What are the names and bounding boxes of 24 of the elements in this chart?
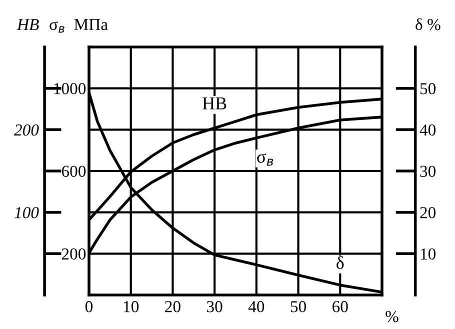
x-tick-label: 40 [248,301,264,312]
x-tick-label: 50 [290,301,306,312]
y2-tick-label: 30 [420,166,436,177]
y2-tick-label: 50 [420,83,436,94]
y3-axis-title: HB [16,19,39,30]
y-tick-label: 200 [62,248,86,260]
y2-tick-label: 10 [420,248,436,260]
x-tick-label: 20 [165,301,180,312]
x-tick-label: 30 [207,301,222,312]
x-tick-label: 10 [124,301,139,312]
y2-tick-label: 40 [420,124,436,136]
y2-axis-title: δ % [416,18,440,30]
y-tick-label: 600 [62,166,86,177]
x-tick-label: 0 [85,301,93,312]
y-tick-label: 1000 [54,83,86,94]
series-label: δ [336,256,344,270]
x-tick-label: 60 [332,301,348,312]
y3-tick-label: 200 [14,124,39,136]
x-axis-title: % [386,310,398,322]
y2-tick-label: 20 [420,207,436,218]
series-label: HB [202,97,226,110]
y3-tick-label: 100 [14,207,39,218]
y-axis-title: σ$_{в}$ МПа [50,19,108,33]
series-label: σ$_{в}$ [257,153,274,166]
